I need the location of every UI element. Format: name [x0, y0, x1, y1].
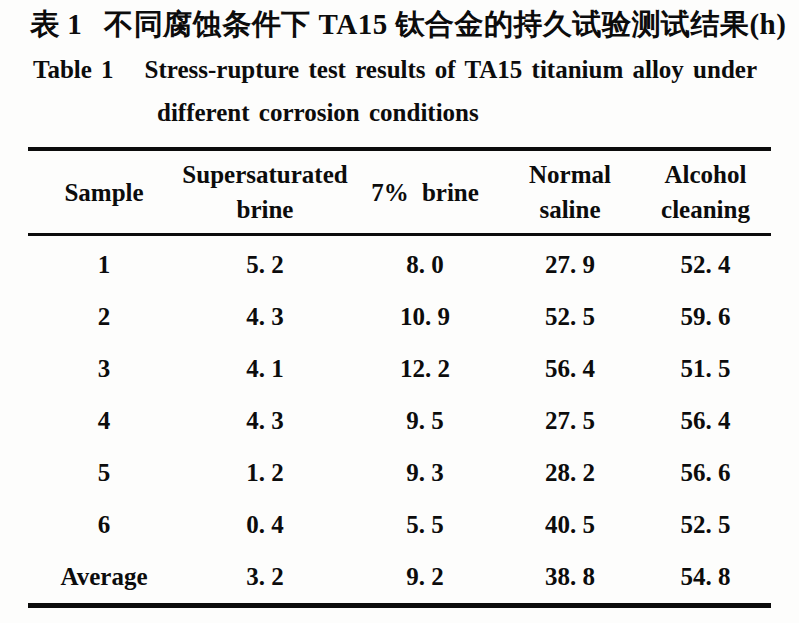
value-cell: 9. 3 — [350, 459, 500, 487]
row-label-cell: 3 — [28, 355, 180, 383]
value-cell: 56. 4 — [640, 407, 771, 435]
column-header-sample: Sample — [28, 175, 180, 210]
table-row-2: 2 4. 3 10. 9 52. 5 59. 6 — [28, 291, 771, 343]
table-header-row: Sample Supersaturated brine 7% brine Nor… — [28, 147, 771, 236]
value-cell: 10. 9 — [350, 303, 500, 331]
header-line: brine — [237, 192, 294, 227]
value-cell: 9. 5 — [350, 407, 500, 435]
value-cell: 52. 4 — [640, 251, 771, 279]
table-row-6: 6 0. 4 5. 5 40. 5 52. 5 — [28, 499, 771, 551]
table-caption-en-line2: different corrosion conditions — [157, 99, 479, 127]
value-cell: 56. 4 — [500, 355, 640, 383]
header-line: Supersaturated — [182, 157, 347, 192]
value-cell: 4. 3 — [180, 303, 350, 331]
value-cell: 52. 5 — [640, 511, 771, 539]
value-cell: 27. 9 — [500, 251, 640, 279]
value-cell: 52. 5 — [500, 303, 640, 331]
column-header-7-percent-brine: 7% brine — [350, 175, 500, 210]
table-row-1: 1 5. 2 8. 0 27. 9 52. 4 — [28, 239, 771, 291]
column-header-alcohol-cleaning: Alcohol cleaning — [640, 157, 771, 227]
paper-page: 表 1 不同腐蚀条件下 TA15 钛合金的持久试验测试结果(h) Table 1 S… — [0, 0, 799, 623]
value-cell: 38. 8 — [500, 563, 640, 591]
column-header-supersaturated-brine: Supersaturated brine — [180, 157, 350, 227]
value-cell: 51. 5 — [640, 355, 771, 383]
value-cell: 28. 2 — [500, 459, 640, 487]
table-caption-en-number: Table 1 — [33, 56, 114, 83]
row-label-cell: Average — [28, 563, 180, 591]
table-caption-zh-text: 不同腐蚀条件下 TA15 钛合金的持久试验测试结果(h) — [104, 8, 786, 40]
table-caption-zh-number: 表 1 — [30, 8, 82, 40]
table-caption-en-text: Stress-rupture test results of TA15 tita… — [145, 56, 757, 83]
value-cell: 59. 6 — [640, 303, 771, 331]
value-cell: 4. 1 — [180, 355, 350, 383]
header-line: saline — [539, 192, 600, 227]
value-cell: 12. 2 — [350, 355, 500, 383]
header-line: Normal — [529, 157, 611, 192]
value-cell: 54. 8 — [640, 563, 771, 591]
value-cell: 3. 2 — [180, 563, 350, 591]
value-cell: 0. 4 — [180, 511, 350, 539]
table-row-3: 3 4. 1 12. 2 56. 4 51. 5 — [28, 343, 771, 395]
value-cell: 8. 0 — [350, 251, 500, 279]
table-row-4: 4 4. 3 9. 5 27. 5 56. 4 — [28, 395, 771, 447]
row-label-cell: 5 — [28, 459, 180, 487]
value-cell: 5. 5 — [350, 511, 500, 539]
row-label-cell: 2 — [28, 303, 180, 331]
header-line: cleaning — [661, 192, 750, 227]
table-body: 1 5. 2 8. 0 27. 9 52. 4 2 4. 3 10. 9 52.… — [28, 236, 771, 608]
table-row-average: Average 3. 2 9. 2 38. 8 54. 8 — [28, 551, 771, 603]
column-header-normal-saline: Normal saline — [500, 157, 640, 227]
table-row-5: 5 1. 2 9. 3 28. 2 56. 6 — [28, 447, 771, 499]
header-line: 7% brine — [371, 175, 479, 210]
value-cell: 27. 5 — [500, 407, 640, 435]
value-cell: 5. 2 — [180, 251, 350, 279]
value-cell: 1. 2 — [180, 459, 350, 487]
row-label-cell: 4 — [28, 407, 180, 435]
value-cell: 4. 3 — [180, 407, 350, 435]
table-caption-zh: 表 1 不同腐蚀条件下 TA15 钛合金的持久试验测试结果(h) — [30, 5, 786, 45]
results-table: Sample Supersaturated brine 7% brine Nor… — [28, 147, 771, 608]
value-cell: 56. 6 — [640, 459, 771, 487]
row-label-cell: 1 — [28, 251, 180, 279]
header-line: Alcohol — [665, 157, 747, 192]
header-line: Sample — [64, 175, 143, 210]
row-label-cell: 6 — [28, 511, 180, 539]
value-cell: 40. 5 — [500, 511, 640, 539]
table-caption-en-line1: Table 1 Stress-rupture test results of TA… — [33, 56, 757, 84]
value-cell: 9. 2 — [350, 563, 500, 591]
